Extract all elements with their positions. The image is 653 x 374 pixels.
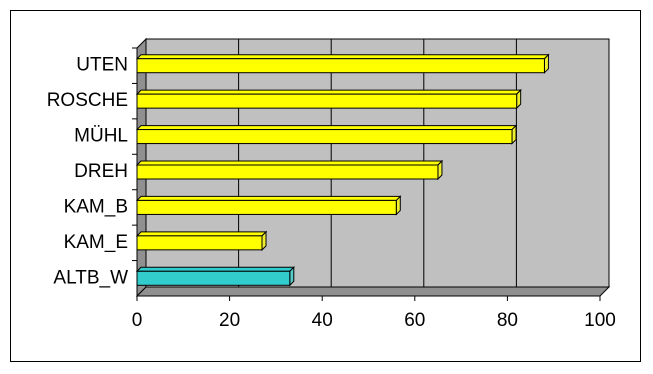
bar-side xyxy=(289,266,295,287)
y-tick-label: MÜHL xyxy=(74,126,128,147)
bar xyxy=(136,129,513,145)
bar xyxy=(136,93,518,109)
floor xyxy=(135,286,611,297)
y-tick-label: UTEN xyxy=(76,55,128,76)
x-tick-label: 0 xyxy=(132,310,143,331)
y-tick-label: ROSCHE xyxy=(47,90,128,111)
bar-top xyxy=(135,160,444,166)
bar-side xyxy=(516,88,522,110)
bar-top xyxy=(135,231,268,237)
x-tick-label: 60 xyxy=(404,310,425,331)
y-tick-label: KAM_B xyxy=(64,196,128,217)
bar-side xyxy=(543,53,549,74)
bar-top xyxy=(135,89,522,95)
bar xyxy=(136,58,545,74)
bar xyxy=(136,235,263,251)
bar-top xyxy=(135,195,402,201)
y-tick-label: KAM_E xyxy=(64,232,128,253)
x-tick-label: 40 xyxy=(312,310,333,331)
bar xyxy=(136,199,397,215)
bar xyxy=(136,164,439,180)
bar-side xyxy=(261,230,267,252)
y-tick-label: ALTB_W xyxy=(53,267,128,288)
x-tick-label: 100 xyxy=(584,310,616,331)
bar-top xyxy=(135,266,295,272)
y-tick-label: DREH xyxy=(74,161,128,182)
bar-side xyxy=(395,195,401,216)
bar-top xyxy=(135,54,550,60)
bar-top xyxy=(135,125,518,131)
bar-side xyxy=(437,159,443,181)
x-tick-label: 20 xyxy=(219,310,240,331)
x-tick-label: 80 xyxy=(497,310,518,331)
bar-side xyxy=(511,124,517,145)
bar xyxy=(136,270,291,286)
